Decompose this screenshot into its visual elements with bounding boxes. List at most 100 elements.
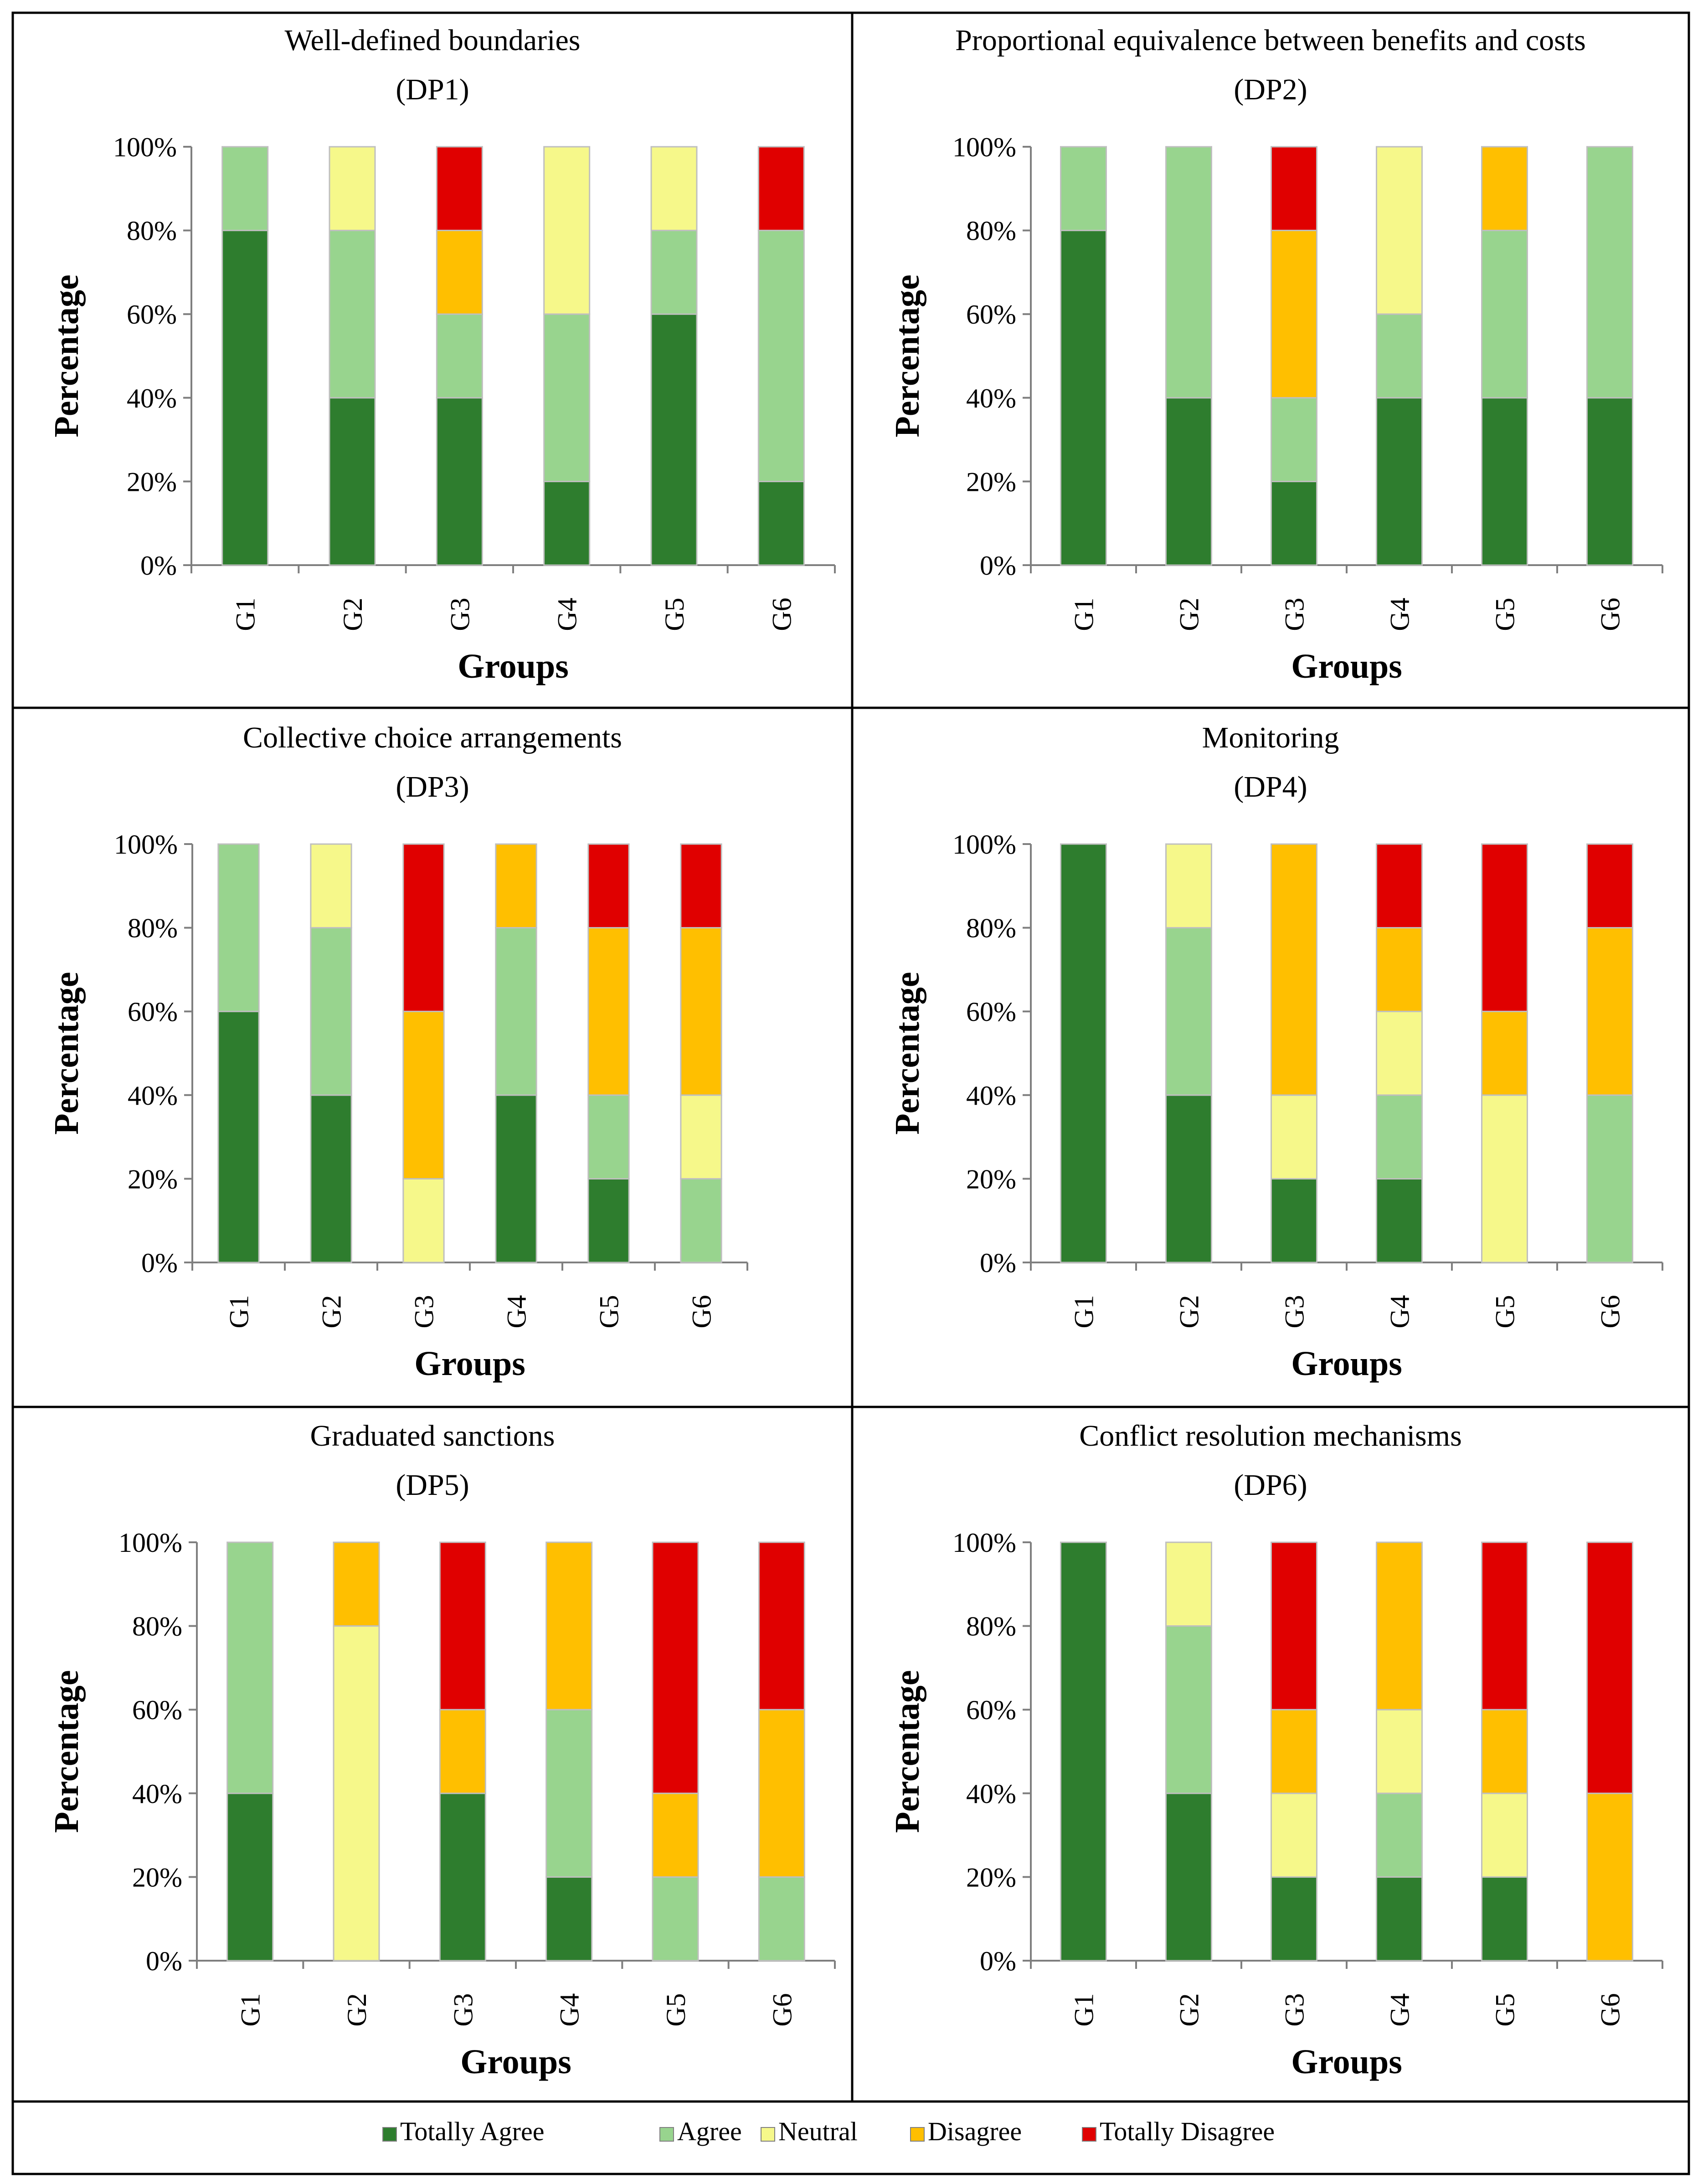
bar-g3-disagree [1271, 843, 1317, 1096]
x-tick-label: G3 [409, 1295, 439, 1328]
legend-swatch-agree [659, 2127, 674, 2142]
bar-g1-totally-agree [1060, 843, 1107, 1263]
y-tick-label: 20% [966, 467, 1016, 497]
bar-g4-totally-agree [545, 1876, 593, 1962]
bar-g3-totally-agree [1271, 1178, 1317, 1263]
bar-g6-neutral [680, 1094, 722, 1180]
bar-g2-neutral [329, 146, 376, 232]
chart-title: Graduated sanctions [310, 1419, 555, 1453]
x-tick-label: G2 [1174, 1295, 1204, 1328]
y-tick-label: 100% [952, 1528, 1016, 1558]
y-tick-label: 100% [114, 829, 178, 860]
y-tick-label: 20% [966, 1862, 1016, 1892]
y-tick-label: 0% [980, 1248, 1016, 1278]
bar-g3-totally-agree [439, 1793, 486, 1962]
panel-borders [11, 11, 1690, 2175]
bar-g3-totally-agree [1271, 1876, 1317, 1962]
bar-g2-totally-agree [1165, 397, 1212, 566]
y-tick-label: 20% [127, 467, 177, 497]
legend-label-totally-agree: Totally Agree [400, 2117, 544, 2146]
x-tick-label: G1 [224, 1295, 254, 1328]
x-tick-label: G5 [659, 598, 689, 631]
y-tick-label: 60% [966, 1695, 1016, 1725]
bar-g6-agree [1586, 1094, 1633, 1263]
bar-g5-neutral [1481, 1094, 1528, 1263]
x-axis-title: Groups [460, 2043, 571, 2081]
bar-g3-totally-agree [436, 397, 483, 566]
x-tick-label: G1 [236, 1993, 266, 2026]
y-tick-label: 0% [141, 1248, 178, 1278]
bar-g1-agree [1060, 146, 1107, 232]
bar-g2-totally-agree [1165, 1094, 1212, 1263]
bar-g5-agree [652, 1876, 699, 1962]
legend-label-disagree: Disagree [928, 2117, 1022, 2146]
x-tick-label: G2 [1174, 1993, 1204, 2026]
bar-g1-totally-agree [226, 1793, 274, 1962]
y-axis-title: Percentage [47, 1670, 86, 1833]
bar-g1-totally-agree [1060, 230, 1107, 566]
bar-g2-neutral [310, 843, 352, 929]
bar-g6-disagree [680, 927, 722, 1096]
bar-g2-agree [1165, 146, 1212, 399]
bar-g4-neutral [1376, 1709, 1423, 1794]
bar-g6-agree [757, 230, 805, 482]
chart-subtitle: (DP6) [1234, 1468, 1307, 1502]
bar-g5-totally-agree [1481, 397, 1528, 566]
bar-g3-disagree [1271, 1709, 1317, 1794]
x-axis-title: Groups [414, 1344, 525, 1383]
x-tick-label: G5 [1490, 1295, 1520, 1328]
x-tick-label: G4 [555, 1993, 585, 2026]
y-tick-label: 60% [127, 299, 177, 330]
x-tick-label: G2 [342, 1993, 372, 2026]
bar-g3-agree [436, 313, 483, 399]
bar-g1-totally-agree [217, 1010, 260, 1263]
bar-g3-neutral [402, 1178, 445, 1263]
y-tick-label: 60% [966, 299, 1016, 330]
y-tick-label: 0% [980, 1946, 1016, 1976]
bar-g5-disagree [1481, 1010, 1528, 1096]
x-tick-label: G3 [445, 598, 475, 631]
legend-swatch-totally-disagree [1082, 2127, 1096, 2142]
y-tick-label: 100% [952, 829, 1016, 860]
x-tick-label: G2 [1174, 598, 1204, 631]
y-axis-title: Percentage [47, 274, 86, 437]
bar-g4-totally-agree [543, 480, 591, 566]
bar-g3-totally-disagree [439, 1541, 486, 1710]
y-tick-label: 80% [128, 913, 178, 943]
x-tick-label: G4 [502, 1295, 532, 1328]
bar-g6-agree [758, 1876, 805, 1962]
bar-g5-agree [587, 1094, 630, 1180]
y-tick-label: 20% [132, 1862, 182, 1892]
y-tick-label: 40% [128, 1081, 178, 1111]
bar-g4-disagree [545, 1541, 593, 1710]
bar-g4-disagree [1376, 1541, 1423, 1710]
x-tick-label: G4 [1385, 1295, 1415, 1328]
x-tick-label: G2 [317, 1295, 347, 1328]
bar-g3-totally-disagree [1271, 146, 1317, 232]
x-tick-label: G6 [1595, 1295, 1626, 1328]
x-tick-label: G3 [1280, 1295, 1310, 1328]
bar-g4-totally-agree [1376, 1876, 1423, 1962]
bar-g4-totally-agree [1376, 397, 1423, 566]
x-tick-label: G3 [1280, 1993, 1310, 2026]
bar-g5-disagree [652, 1793, 699, 1878]
bar-g5-totally-disagree [1481, 843, 1528, 1012]
x-axis-title: Groups [1291, 1344, 1402, 1383]
legend-label-totally-disagree: Totally Disagree [1100, 2117, 1275, 2146]
x-tick-label: G6 [767, 598, 797, 631]
y-tick-label: 80% [127, 216, 177, 246]
bar-g4-agree [543, 313, 591, 482]
bar-g4-neutral [1376, 146, 1423, 315]
y-tick-label: 0% [140, 551, 177, 581]
bar-g6-totally-agree [1586, 397, 1633, 566]
bar-g5-totally-disagree [652, 1541, 699, 1794]
bar-g6-totally-disagree [757, 146, 805, 232]
chart-2: Proportional equivalence between benefit… [888, 24, 1663, 685]
x-tick-label: G1 [1069, 1295, 1099, 1328]
bar-g3-totally-disagree [402, 843, 445, 1012]
bar-g2-agree [1165, 927, 1212, 1096]
x-tick-label: G6 [1595, 598, 1626, 631]
bar-g1-agree [226, 1541, 274, 1794]
bar-g6-totally-agree [757, 480, 805, 566]
bar-g5-totally-agree [650, 313, 698, 566]
